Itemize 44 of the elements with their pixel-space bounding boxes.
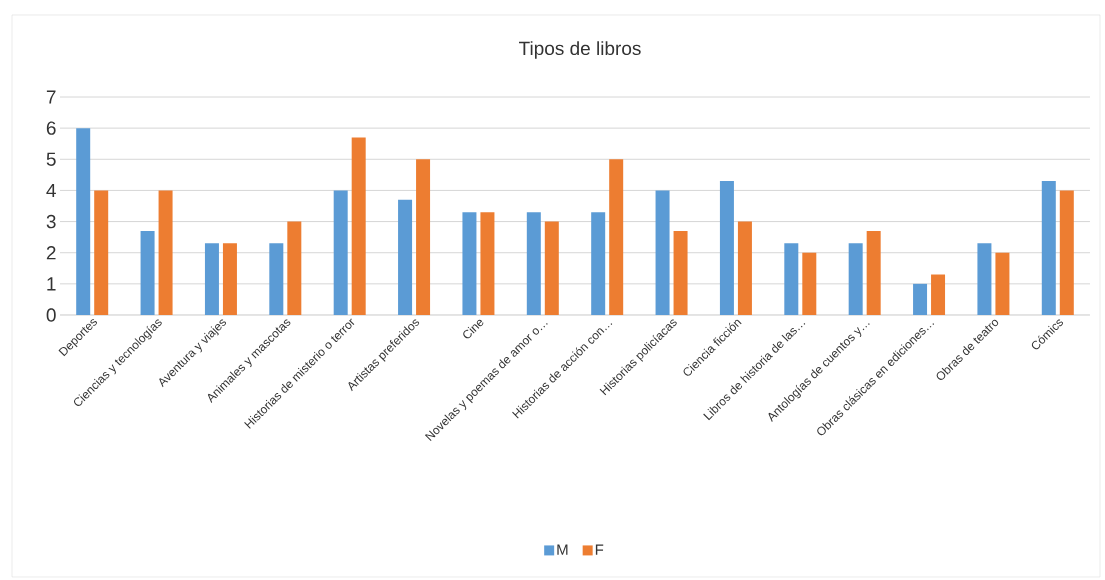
bar bbox=[931, 274, 946, 315]
bar bbox=[802, 252, 817, 315]
bar bbox=[609, 159, 624, 315]
y-tick-label: 2 bbox=[46, 246, 56, 260]
bar bbox=[462, 212, 477, 315]
bar bbox=[866, 230, 881, 315]
bar bbox=[416, 159, 431, 315]
bar bbox=[995, 252, 1010, 315]
bar bbox=[222, 243, 237, 315]
y-tick-label: 6 bbox=[46, 121, 56, 135]
y-tick-label: 0 bbox=[46, 308, 56, 322]
bar bbox=[737, 221, 752, 315]
bar bbox=[480, 212, 495, 315]
bar bbox=[1041, 181, 1056, 315]
bar bbox=[94, 190, 109, 315]
bar bbox=[977, 243, 992, 315]
bar bbox=[655, 190, 670, 315]
bar bbox=[287, 221, 302, 315]
bar bbox=[591, 212, 606, 315]
bar bbox=[848, 243, 863, 315]
bar bbox=[544, 221, 559, 315]
bar bbox=[140, 230, 155, 315]
bar bbox=[526, 212, 541, 315]
bar bbox=[719, 181, 734, 315]
bar bbox=[351, 137, 366, 315]
y-tick-label: 3 bbox=[46, 214, 56, 229]
y-tick-label: 7 bbox=[46, 90, 56, 104]
bar bbox=[76, 128, 91, 315]
bar bbox=[204, 243, 219, 315]
bar bbox=[158, 190, 173, 315]
bar bbox=[1059, 190, 1074, 315]
legend-label: F bbox=[595, 544, 604, 555]
chart-title: Tipos de libros bbox=[519, 41, 641, 59]
bar bbox=[269, 243, 284, 315]
legend-label: M bbox=[557, 544, 568, 555]
y-tick-label: 4 bbox=[46, 183, 56, 197]
bar bbox=[398, 199, 413, 315]
bar bbox=[333, 190, 348, 315]
y-tick-label: 1 bbox=[47, 277, 56, 291]
y-tick-label: 5 bbox=[46, 152, 56, 166]
bar bbox=[913, 283, 928, 315]
x-tick-label: Cine bbox=[463, 319, 484, 339]
bar bbox=[784, 243, 799, 315]
bar bbox=[673, 230, 688, 315]
